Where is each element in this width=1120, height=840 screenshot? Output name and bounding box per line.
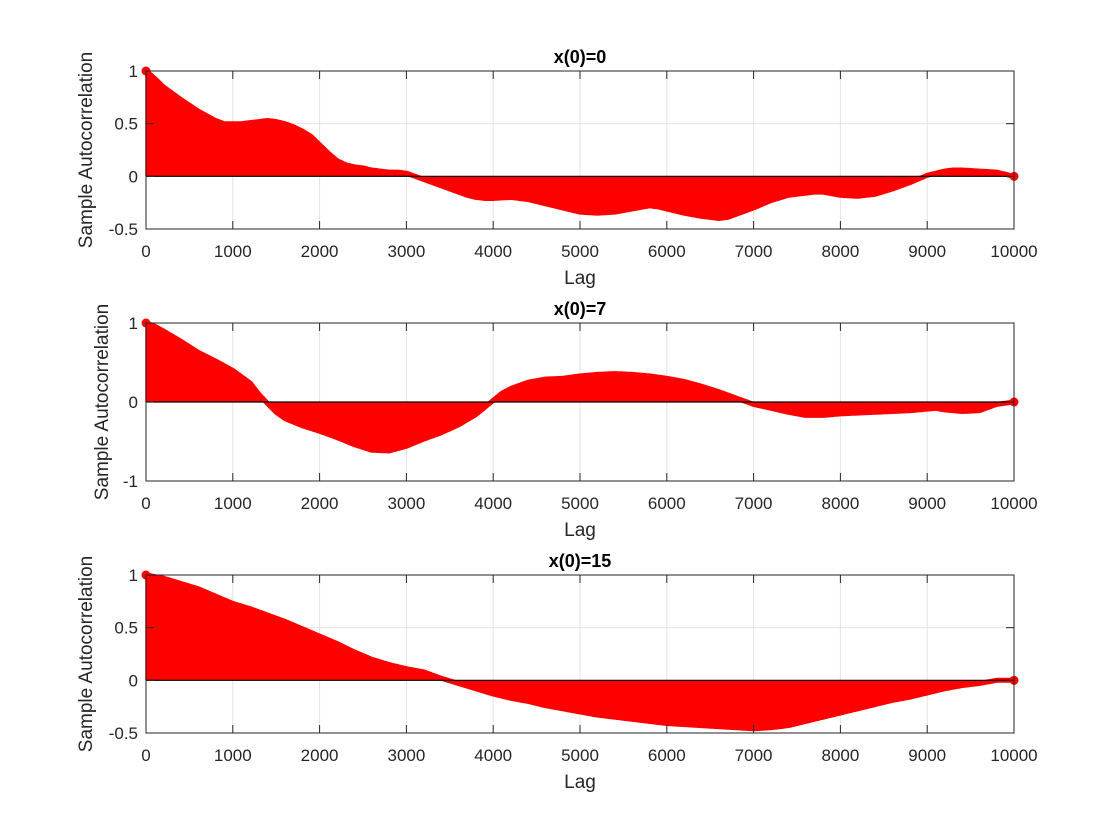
- x-tick-label: 2000: [301, 746, 339, 765]
- x-tick-label: 0: [141, 242, 150, 261]
- y-tick-label: 1: [129, 62, 138, 81]
- x-tick-label: 3000: [387, 494, 425, 513]
- y-tick-label: 1: [129, 314, 138, 333]
- x-tick-label: 9000: [908, 746, 946, 765]
- chart-panel-1: 0 1000 2000 3000 4000 5000 6000 7000 8000 9000 100…: [76, 47, 1038, 289]
- x-tick-label: 4000: [474, 746, 512, 765]
- x-tick-label: 1000: [214, 494, 252, 513]
- x-tick-label: 7000: [735, 746, 773, 765]
- stem-series: [143, 68, 1017, 221]
- y-tick-label: -0.5: [109, 220, 138, 239]
- x-tick-label: 2000: [301, 494, 339, 513]
- y-tick-label: 0: [129, 671, 138, 690]
- stem-series: [143, 320, 1017, 454]
- y-tick-label: 0.5: [114, 619, 138, 638]
- x-tick-label: 8000: [821, 494, 859, 513]
- x-tick-label: 1000: [214, 746, 252, 765]
- y-tick-label: 1: [129, 566, 138, 585]
- x-tick-label: 7000: [735, 242, 773, 261]
- x-tick-label: 3000: [387, 746, 425, 765]
- x-axis-label: Lag: [564, 268, 596, 289]
- stem-marker-envelope: [143, 572, 1017, 732]
- x-tick-label: 5000: [561, 746, 599, 765]
- y-tick-label: -0.5: [109, 724, 138, 743]
- y-axis-label: Sample Autocorrelation: [76, 52, 97, 248]
- x-axis-label: Lag: [564, 520, 596, 541]
- x-tick-label: 6000: [648, 494, 686, 513]
- stem-marker-envelope: [143, 68, 1017, 221]
- x-tick-label: 0: [141, 494, 150, 513]
- y-tick-label: 0.5: [114, 115, 138, 134]
- chart-title: x(0)=0: [554, 47, 607, 67]
- x-tick-label: 9000: [908, 242, 946, 261]
- chart-title: x(0)=15: [549, 551, 612, 571]
- x-tick-label: 0: [141, 746, 150, 765]
- x-tick-label: 5000: [561, 242, 599, 261]
- y-axis-label: Sample Autocorrelation: [92, 304, 113, 500]
- x-tick-label: 4000: [474, 494, 512, 513]
- x-tick-label: 6000: [648, 746, 686, 765]
- x-tick-label: 4000: [474, 242, 512, 261]
- x-tick-label: 1000: [214, 242, 252, 261]
- x-tick-label: 8000: [821, 746, 859, 765]
- x-tick-label: 10000: [990, 746, 1037, 765]
- x-tick-label: 9000: [908, 494, 946, 513]
- x-axis-label: Lag: [564, 772, 596, 793]
- x-tick-label: 10000: [990, 242, 1037, 261]
- y-tick-label: -1: [123, 472, 138, 491]
- y-tick-label: 0: [129, 393, 138, 412]
- x-tick-label: 8000: [821, 242, 859, 261]
- y-axis-label: Sample Autocorrelation: [76, 556, 97, 752]
- x-tick-label: 10000: [990, 494, 1037, 513]
- x-tick-label: 2000: [301, 242, 339, 261]
- x-tick-label: 7000: [735, 494, 773, 513]
- stem-marker-envelope: [143, 320, 1017, 454]
- x-tick-label: 5000: [561, 494, 599, 513]
- chart-title: x(0)=7: [554, 299, 607, 319]
- stem-series: [143, 572, 1017, 732]
- x-tick-label: 3000: [387, 242, 425, 261]
- x-tick-label: 6000: [648, 242, 686, 261]
- chart-panel-2: 0 1000 2000 3000 4000 5000 6000 7000 8000 9000 100…: [92, 299, 1038, 541]
- chart-panel-3: 0 1000 2000 3000 4000 5000 6000 7000 8000 9000 100…: [76, 551, 1038, 793]
- y-tick-label: 0: [129, 167, 138, 186]
